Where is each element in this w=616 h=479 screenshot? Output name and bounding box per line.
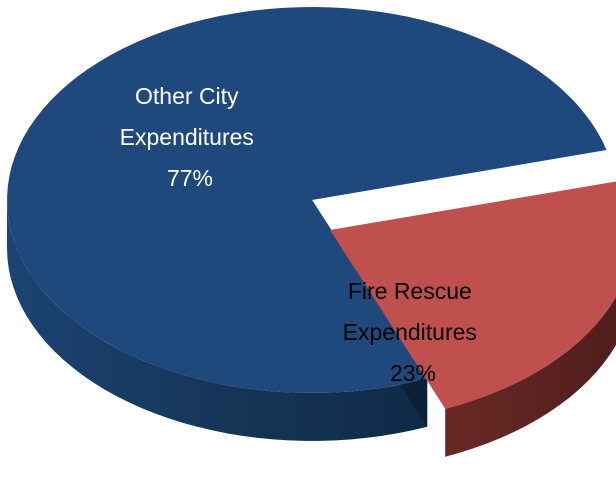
slice-label-other-city: Other City Expenditures 77%: [120, 83, 261, 191]
slice-label-fire-rescue-line2: Expenditures: [343, 319, 477, 345]
slice-fire-rescue: [330, 181, 616, 457]
slice-label-other-city-line2: Expenditures: [120, 124, 254, 150]
slice-label-other-city-percent: 77%: [167, 165, 213, 191]
slice-fire-rescue-top: [330, 181, 616, 409]
slice-other-city: [7, 7, 607, 441]
slice-fire-rescue-side: [445, 296, 616, 457]
slice-label-other-city-line1: Other City: [135, 83, 239, 109]
slice-other-city-side: [7, 200, 428, 441]
slice-label-fire-rescue-line1: Fire Rescue: [348, 278, 472, 304]
slice-label-fire-rescue-percent: 23%: [390, 360, 436, 386]
slice-label-fire-rescue: Fire Rescue Expenditures 23%: [343, 278, 484, 386]
slice-other-city-top: [7, 7, 607, 393]
